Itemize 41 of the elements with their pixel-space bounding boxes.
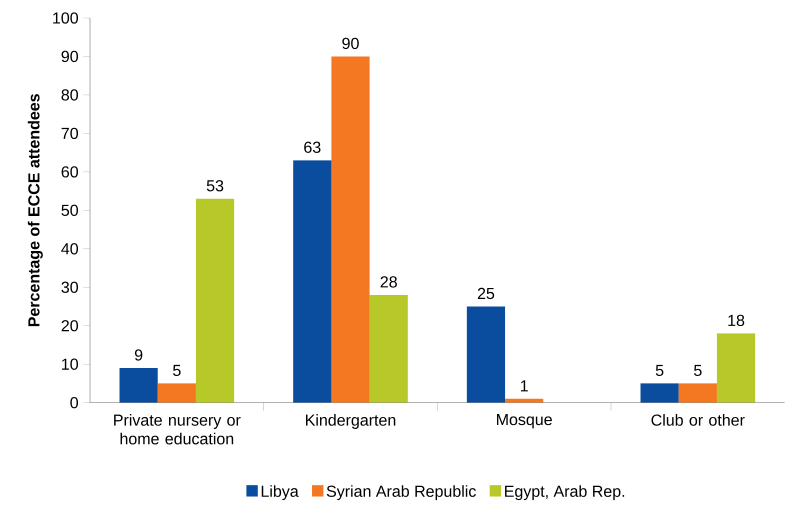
x-tick-label: Private nursery or home education: [114, 414, 241, 444]
y-tick-label: 30: [61, 282, 78, 293]
data-label: 25: [478, 288, 494, 300]
x-tick-label: Club or other: [652, 414, 745, 426]
y-axis-title: Percentage of ECCE attendees: [28, 94, 43, 326]
data-label: 63: [304, 142, 320, 153]
bar: [678, 383, 717, 403]
y-tick-label: 20: [62, 320, 78, 332]
y-tick-label: 60: [62, 166, 78, 178]
y-tick-label: 100: [53, 12, 78, 24]
y-tick-label: 80: [62, 89, 78, 101]
data-label: 1: [520, 380, 528, 392]
bar: [331, 56, 370, 403]
data-label: 5: [656, 364, 664, 376]
bar: [196, 198, 234, 403]
data-label: 9: [134, 349, 142, 361]
bar: [158, 383, 196, 403]
y-tick-label: 50: [61, 204, 78, 216]
data-label: 90: [342, 38, 359, 50]
data-label: 5: [173, 364, 181, 376]
data-label: 18: [728, 314, 744, 326]
bar: [293, 160, 332, 403]
data-label: 53: [206, 180, 224, 192]
x-tick-label: Kindergarten: [306, 414, 396, 429]
bar: [466, 306, 506, 403]
bar: [120, 368, 158, 403]
legend-label: Egypt, Arab Rep.: [505, 485, 624, 500]
bar: [505, 398, 544, 403]
y-tick-label: 70: [62, 128, 78, 140]
bar: [640, 383, 679, 403]
legend-label: Syrian Arab Republic: [326, 485, 476, 500]
y-tick-label: 40: [61, 243, 78, 254]
data-label: 5: [694, 364, 702, 376]
data-label: 28: [380, 276, 397, 288]
y-tick-label: 90: [62, 50, 78, 62]
y-tick-label: 10: [62, 358, 78, 370]
bar: [716, 333, 756, 403]
legend-label: Libya: [262, 485, 299, 500]
x-tick-label: Mosque: [497, 414, 552, 428]
bar: [370, 294, 408, 403]
y-tick-label: 0: [70, 396, 78, 408]
